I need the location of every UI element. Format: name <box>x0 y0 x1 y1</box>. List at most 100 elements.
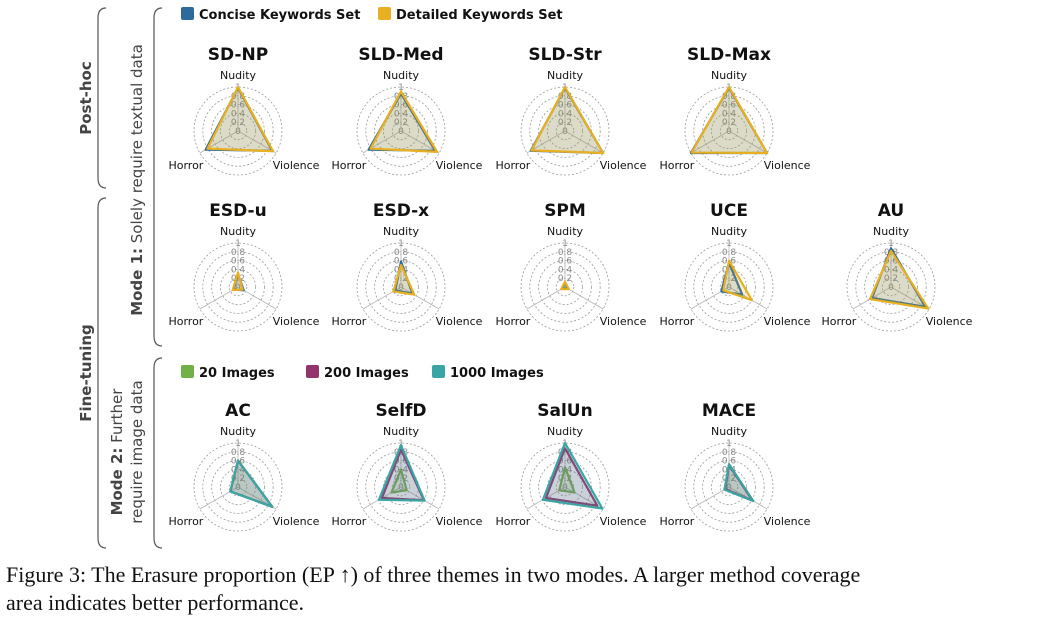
radar-tick-label: 0.8 <box>394 248 409 258</box>
radar-series-detailed-keywords-set <box>722 259 753 302</box>
radar-tick-label: 0.4 <box>884 265 899 275</box>
radar-tick-label: 0.2 <box>231 118 245 128</box>
radar-tick-label: 0.2 <box>722 118 736 128</box>
radar-tick-label: 0.6 <box>722 457 737 467</box>
radar-tick-label: 0.6 <box>558 257 573 267</box>
mode2-label-rest: Further <box>108 388 126 448</box>
radar-grid-circle <box>219 113 256 150</box>
radar-tick-label: 0.8 <box>558 448 573 458</box>
mode1-label-rest: Solely require textual data <box>128 44 146 248</box>
radar-title-spm: SPM <box>544 201 586 221</box>
mode1-label: Mode 1: Solely require textual data <box>128 44 146 316</box>
fine-tuning-bracket <box>97 197 107 549</box>
radar-series-detailed-keywords-set <box>231 271 244 292</box>
radar-axis-label-nudity: Nudity <box>711 425 748 438</box>
radar-grid-circle <box>374 104 428 158</box>
radar-tick-label: 0.4 <box>722 265 737 275</box>
radar-axis-label-violence: Violence <box>436 515 483 528</box>
radar-tick-label: 0.4 <box>558 109 573 119</box>
radar-axis-label-horror: Horror <box>659 159 694 172</box>
radar-grid-circle <box>356 242 446 332</box>
radar-tick-label: 0.2 <box>722 274 736 284</box>
radar-tick-label: 0.8 <box>231 92 246 102</box>
radar-axis-label-nudity: Nudity <box>547 425 584 438</box>
radar-tick-label: 0.2 <box>558 118 572 128</box>
radar-grid-circle <box>211 260 265 314</box>
radar-axis-label-horror: Horror <box>821 315 856 328</box>
radar-tick-label: 0.4 <box>722 109 737 119</box>
radar-tick-label: 0.4 <box>231 265 246 275</box>
radar-tick-label: 0.2 <box>231 274 245 284</box>
radar-axis-label-nudity: Nudity <box>383 225 420 238</box>
radar-tick-label: 0 <box>398 127 404 137</box>
radar-grid-circle <box>547 113 584 150</box>
radar-series-200-images <box>544 447 599 507</box>
radar-series-detailed-keywords-set <box>530 85 605 155</box>
radar-spoke <box>400 286 440 310</box>
legend-swatch-concise <box>181 7 194 20</box>
radar-grid-circle <box>702 260 756 314</box>
radar-spoke <box>690 486 730 510</box>
radar-axis-label-horror: Horror <box>495 515 530 528</box>
radar-grid-circle <box>520 242 610 332</box>
radar-tick-label: 0.4 <box>394 265 409 275</box>
radar-title-sld-max: SLD-Max <box>687 45 771 65</box>
radar-spoke <box>728 130 768 154</box>
radar-grid-circle <box>684 242 774 332</box>
radar-axis-label-horror: Horror <box>168 515 203 528</box>
radar-sld-str: SLD-Str00.20.40.60.81NudityViolenceHorro… <box>495 45 647 176</box>
radar-axis-label-violence: Violence <box>764 159 811 172</box>
radar-grid-circle <box>711 468 748 505</box>
radar-axis-label-violence: Violence <box>600 159 647 172</box>
radar-spoke <box>526 286 566 310</box>
radar-tick-label: 0.6 <box>394 457 409 467</box>
radar-grid-circle <box>547 268 584 305</box>
radar-axis-label-violence: Violence <box>926 315 973 328</box>
radar-tick-label: 1 <box>726 239 732 249</box>
radar-title-esd-x: ESD-x <box>373 201 429 221</box>
radar-series-200-images <box>380 448 425 502</box>
radar-tick-label: 0.6 <box>722 101 737 111</box>
radar-grid-circle <box>374 460 428 514</box>
radar-grid-circle <box>520 86 610 176</box>
radar-axis-label-horror: Horror <box>495 315 530 328</box>
radar-tick-label: 0.4 <box>231 109 246 119</box>
radar-tick-label: 0.4 <box>558 265 573 275</box>
radar-tick-label: 0 <box>235 483 241 493</box>
radar-series-1000-images <box>229 459 274 508</box>
radar-tick-label: 0.6 <box>231 257 246 267</box>
radar-tick-label: 0 <box>562 127 568 137</box>
radar-title-sd-np: SD-NP <box>208 45 268 65</box>
radar-axis-label-nudity: Nudity <box>711 225 748 238</box>
radar-axis-label-horror: Horror <box>495 159 530 172</box>
radar-spoke <box>400 130 440 154</box>
legend-label-1000: 1000 Images <box>450 366 544 381</box>
legend-swatch-20 <box>181 365 194 378</box>
radar-axis-label-nudity: Nudity <box>873 225 910 238</box>
radar-grid-circle <box>382 113 419 150</box>
radar-grid-circle <box>538 460 592 514</box>
radar-axis-label-horror: Horror <box>659 515 694 528</box>
legend-keywords: Concise Keywords Set Detailed Keywords S… <box>181 7 563 23</box>
radar-charts: SD-NP00.20.40.60.81NudityViolenceHorrorS… <box>168 45 973 532</box>
radar-tick-label: 0.8 <box>722 248 737 258</box>
radar-axis-label-horror: Horror <box>331 315 366 328</box>
radar-title-mace: MACE <box>702 401 756 421</box>
radar-series-detailed-keywords-set <box>206 85 275 153</box>
radar-tick-label: 0.2 <box>394 274 408 284</box>
radar-axis-label-horror: Horror <box>659 315 694 328</box>
radar-axis-label-horror: Horror <box>168 315 203 328</box>
radar-tick-label: 0 <box>562 483 568 493</box>
radar-grid-circle <box>211 104 265 158</box>
radar-grid-circle <box>193 242 283 332</box>
radar-tick-label: 0 <box>726 483 732 493</box>
radar-tick-label: 0 <box>235 283 241 293</box>
radar-grid-circle <box>356 442 446 532</box>
legend-label-concise: Concise Keywords Set <box>199 8 360 23</box>
radar-axis-label-violence: Violence <box>273 315 320 328</box>
radar-tick-label: 0 <box>398 483 404 493</box>
